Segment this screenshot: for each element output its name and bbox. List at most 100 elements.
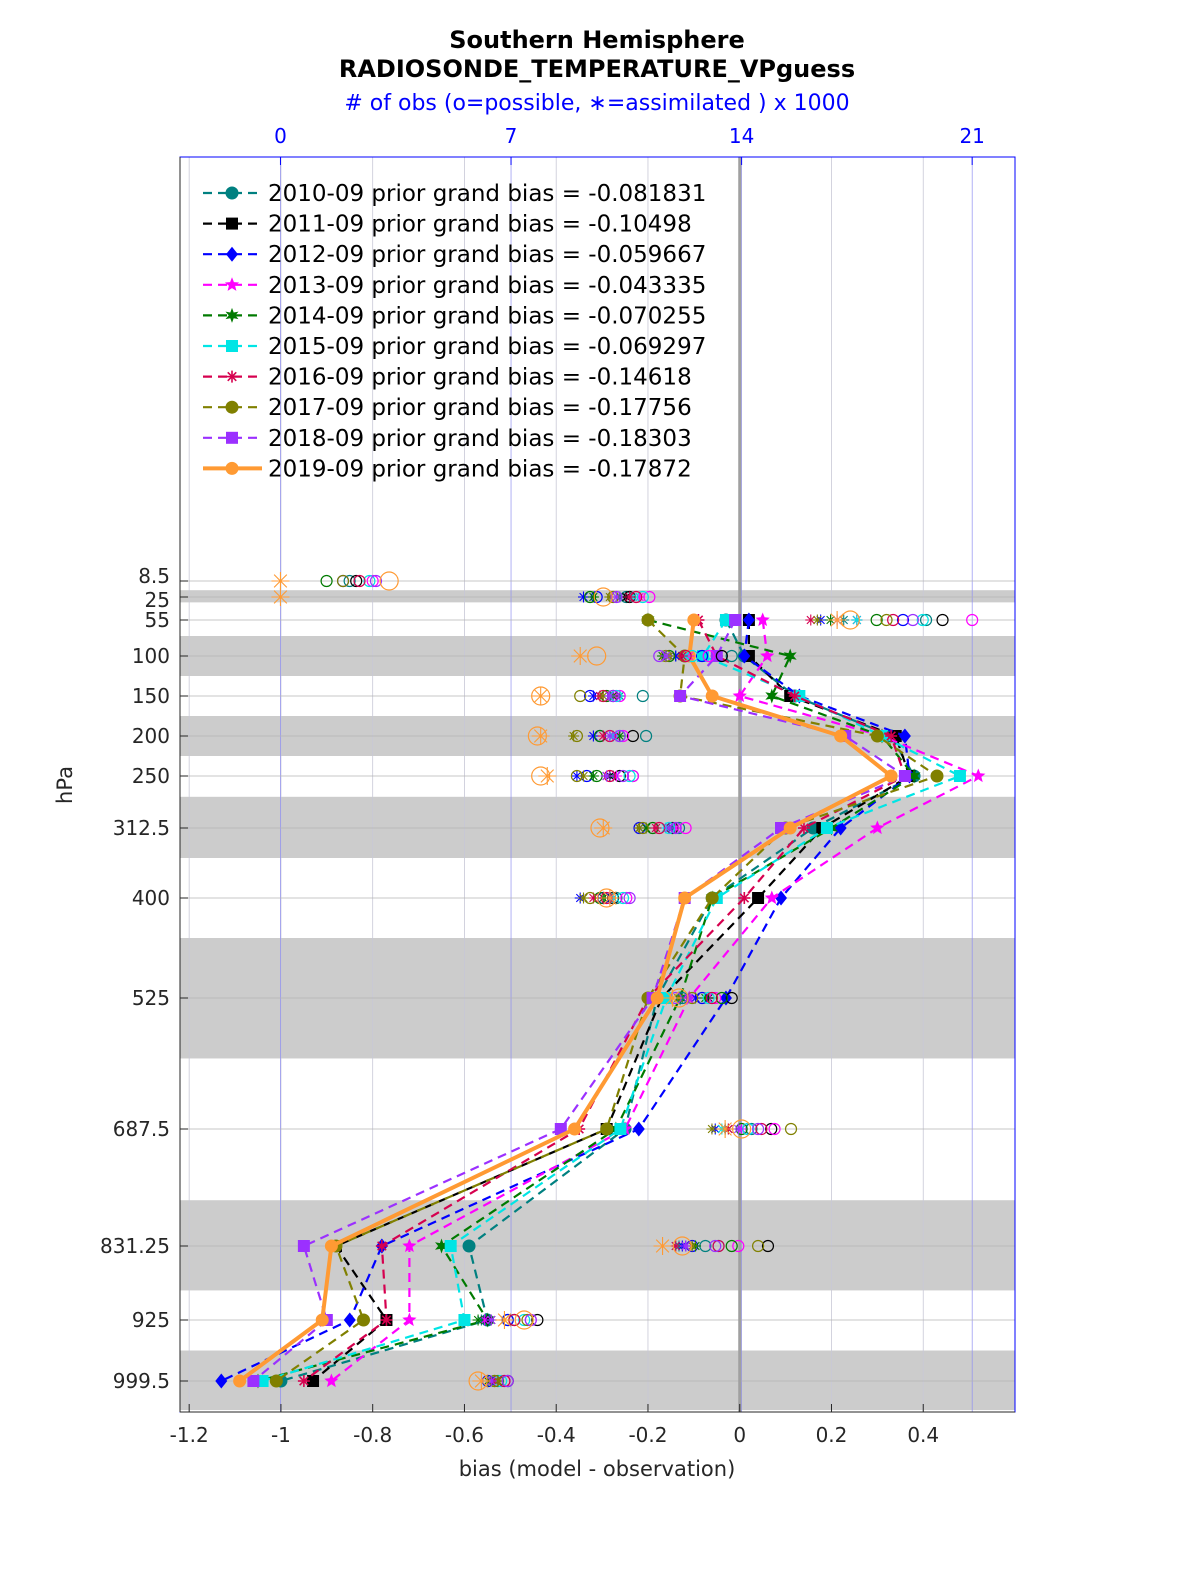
series-line-5: [257, 618, 916, 1383]
possible-obs-1-5: [639, 729, 653, 743]
assimilated-obs-4-6: [610, 770, 622, 782]
x-tick-label-8: 0.4: [907, 1423, 939, 1447]
possible-obs-1-2: [919, 613, 933, 627]
legend-marker-3: [226, 246, 238, 262]
shaded-bands: [180, 590, 1015, 1411]
possible-obs-9-0: [369, 574, 383, 588]
y-tick-label-4: 150: [132, 684, 170, 708]
possible-obs-7-10: [755, 1122, 768, 1136]
series-3-point-11: [215, 1373, 228, 1389]
assimilated-obs-8-5: [568, 730, 580, 742]
series-line-7: [303, 619, 907, 1382]
assimilated-obs-9-9: [683, 992, 695, 1004]
series-10-point-2: [705, 689, 719, 703]
chart-subtitle: RADIOSONDE_TEMPERATURE_VPguess: [339, 55, 855, 83]
x-tick-label-0: -1.2: [170, 1423, 209, 1447]
x-axis-ticks: -1.2 -1 -0.8 -0.6 -0.4 -0.2 0 0.2 0.4: [170, 1404, 939, 1447]
legend-marker-10: [225, 461, 239, 475]
series-lines: [215, 612, 986, 1389]
possible-obs-9-11: [709, 1239, 722, 1253]
assimilated-obs-9-10: [732, 1123, 744, 1135]
assimilated-obs-10-8: [600, 889, 619, 907]
x-tick-label-7: 0.2: [816, 1423, 848, 1447]
assimilated-obs-9-12: [485, 1314, 497, 1326]
y-tick-label-12: 925: [132, 1308, 170, 1332]
possible-obs-9-10: [751, 1122, 765, 1136]
possible-obs-1-0: [343, 574, 356, 588]
assimilated-obs-10-7: [594, 819, 613, 837]
possible-obs-2-0: [350, 574, 363, 588]
series-3-point-8: [632, 1121, 645, 1137]
series-line-2: [312, 620, 911, 1382]
series-4-point-2: [732, 688, 747, 703]
y-tick-label-10: 687.5: [113, 1117, 170, 1141]
series-4-point-0: [755, 612, 770, 627]
legend-marker-2: [226, 217, 238, 230]
series-line-8: [275, 619, 939, 1382]
legend-label-2: 2011-09 prior grand bias = -0.10498: [268, 212, 692, 238]
assimilated-obs-10-10: [716, 1120, 735, 1138]
y-tick-label-1: 25: [145, 588, 170, 612]
series-line-9: [252, 619, 907, 1382]
legend-entry-9: 2018-09 prior grand bias = -0.18303: [203, 426, 692, 452]
possible-obs-4-3: [702, 649, 715, 663]
y-tick-label-8: 400: [132, 886, 170, 910]
assimilated-obs-7-1: [624, 591, 636, 603]
series-8-point-0: [641, 613, 655, 627]
legend-entry-1: 2010-09 prior grand bias = -0.081831: [203, 181, 706, 207]
legend-label-6: 2015-09 prior grand bias = -0.069297: [268, 334, 706, 360]
y-tick-label-3: 100: [132, 644, 170, 668]
assimilated-obs-9-11: [680, 1240, 692, 1252]
series-4-point-9: [402, 1238, 417, 1253]
possible-obs-5-0: [320, 574, 333, 588]
possible-obs-2-11: [761, 1239, 775, 1253]
assimilated-obs-8-7: [633, 822, 645, 834]
y-tick-label-13: 999.5: [113, 1369, 170, 1393]
series-3-point-1: [738, 648, 751, 664]
legend-marker-1: [225, 186, 239, 200]
series-6-point-8: [614, 1123, 627, 1135]
obs-axis-label: # of obs (o=possible, ∗=assimilated ) x …: [344, 91, 849, 116]
series-2-point-11: [307, 1375, 320, 1387]
legend-marker-8: [225, 400, 239, 414]
assimilated-obs-10-0: [271, 572, 290, 590]
series-line-1: [280, 619, 916, 1383]
series-7-point-11: [297, 1375, 310, 1387]
series-5-point-2: [765, 688, 779, 704]
series-3-point-10: [343, 1312, 356, 1328]
legend-entry-3: 2012-09 prior grand bias = -0.059667: [203, 242, 706, 268]
y-tick-label-9: 525: [132, 986, 170, 1010]
possible-obs-8-0: [336, 574, 350, 588]
series-4-point-5: [870, 820, 885, 835]
possible-obs-7-11: [712, 1239, 725, 1253]
series-6-point-0: [719, 614, 732, 626]
legend-label-8: 2017-09 prior grand bias = -0.17756: [268, 395, 692, 421]
top-tick-label-1: 7: [505, 124, 518, 148]
possible-obs-9-2: [906, 613, 919, 627]
assimilated-obs-7-11: [670, 1240, 682, 1252]
y-tick-label-5: 200: [132, 724, 170, 748]
assimilated-obs-9-6: [601, 770, 613, 782]
assimilated-obs-6-2: [851, 614, 863, 626]
possible-obs-2-3: [715, 649, 728, 663]
series-7-point-2: [788, 690, 801, 702]
y-tick-label-6: 250: [132, 764, 170, 788]
series-9-point-0: [729, 614, 742, 626]
legend-label-4: 2013-09 prior grand bias = -0.043335: [268, 273, 706, 299]
top-axis-ticks: 0 7 14 21: [274, 124, 985, 165]
possible-obs-4-8: [620, 891, 633, 905]
legend-marker-4: [224, 277, 240, 291]
legend-label-10: 2019-09 prior grand bias = -0.17872: [268, 456, 692, 482]
series-5-point-9: [435, 1238, 448, 1254]
assimilated-obs-5-6: [587, 770, 599, 782]
series-10-point-3: [834, 729, 848, 743]
y-tick-label-7: 312.5: [113, 816, 170, 840]
obs-count-marks: [271, 571, 979, 1391]
series-6-point-4: [953, 770, 966, 782]
series-7-point-10: [380, 1314, 393, 1326]
assimilated-obs-10-13: [472, 1372, 491, 1390]
series-3-point-0: [742, 612, 755, 628]
legend-marker-5: [225, 307, 239, 323]
possible-obs-10-12: [514, 1310, 534, 1330]
